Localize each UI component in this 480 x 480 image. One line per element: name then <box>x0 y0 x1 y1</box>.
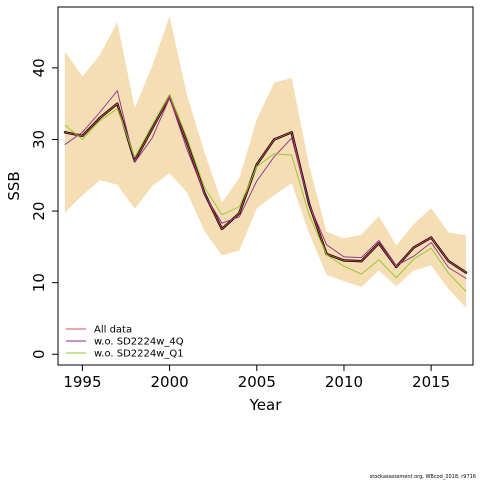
x-tick-label: 2005 <box>238 373 276 391</box>
y-tick-label: 10 <box>30 273 48 292</box>
confidence-band-layer <box>64 16 467 308</box>
footer-credit: stockassessment.org, WBcod_2018, r9716 <box>369 474 476 480</box>
y-axis: 0 10 20 30 40 <box>30 58 58 359</box>
x-axis-title: Year <box>249 396 283 414</box>
series-line-3 <box>64 93 467 292</box>
y-tick-label: 20 <box>30 202 48 221</box>
plot-frame <box>57 6 474 366</box>
x-tick-label: 2015 <box>412 373 450 391</box>
legend-label: All data <box>94 325 132 336</box>
legend-label: w.o. SD2224w_4Q <box>94 337 184 348</box>
legend-label: w.o. SD2224w_Q1 <box>94 349 184 360</box>
confidence-band <box>64 16 467 308</box>
x-tick-label: 2010 <box>325 373 363 391</box>
x-tick-label: 1995 <box>63 373 101 391</box>
y-tick-label: 30 <box>30 130 48 149</box>
y-tick-label: 0 <box>30 349 48 359</box>
x-axis: 1995 2000 2005 2010 2015 <box>63 365 450 391</box>
series-layer <box>63 90 468 292</box>
y-axis-title: SSB <box>5 171 23 200</box>
y-tick-label: 40 <box>30 58 48 77</box>
x-tick-label: 2000 <box>151 373 189 391</box>
